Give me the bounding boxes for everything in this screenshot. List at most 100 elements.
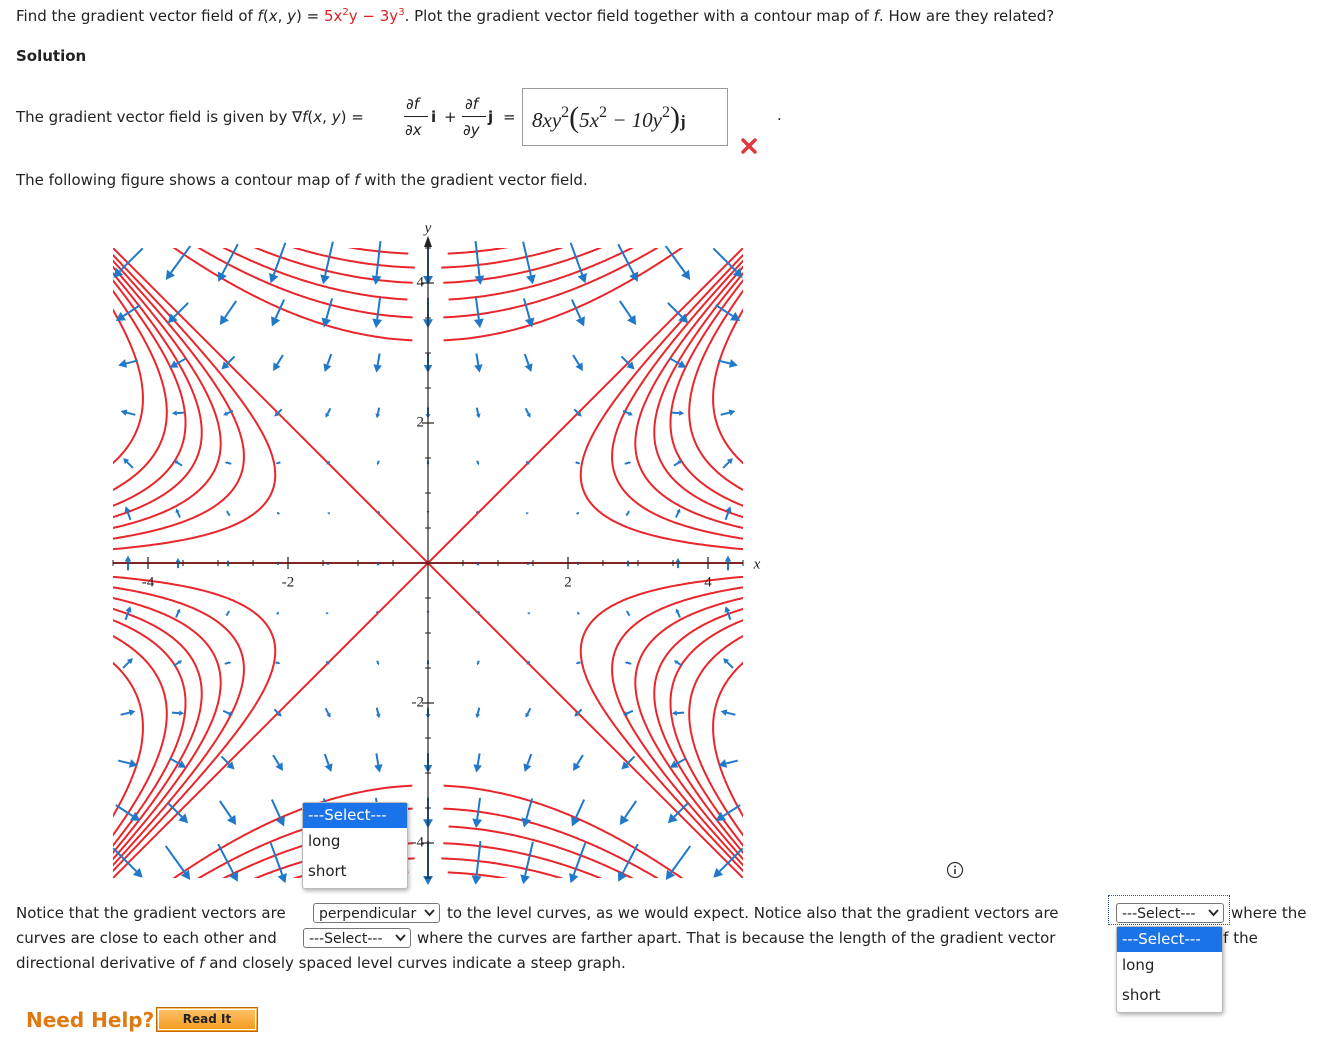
dropdown-option[interactable]: short — [308, 862, 347, 880]
focus-outline — [1108, 895, 1230, 925]
contour-line — [688, 289, 743, 492]
arrow-head — [325, 412, 330, 418]
arrow-shaft — [574, 799, 586, 819]
contour-line — [113, 278, 187, 507]
select-value: perpendicular — [319, 906, 417, 922]
arrow-head — [227, 610, 230, 614]
gradient-arrow — [713, 847, 744, 878]
arrow-head — [372, 318, 383, 329]
arrow-shaft — [475, 353, 480, 366]
arrow-head — [377, 510, 381, 514]
gradient-arrow — [376, 460, 380, 466]
arrow-shaft — [617, 243, 635, 275]
arrow-head — [575, 362, 583, 371]
answer-box[interactable]: 8xy2(5x2 − 10y2)j — [522, 88, 728, 146]
arrow-head — [275, 816, 285, 827]
arrow-head — [217, 271, 227, 282]
fraction-bar — [462, 116, 486, 117]
arrow-shaft — [524, 407, 530, 415]
arrow-head — [171, 410, 177, 416]
arrow-shaft — [522, 241, 532, 276]
gradient-arrow — [521, 798, 534, 828]
arrow-head — [277, 712, 282, 717]
info-icon[interactable] — [946, 861, 964, 879]
arrow-shaft — [570, 299, 582, 319]
contour-line — [712, 661, 743, 818]
arrow-head — [227, 711, 233, 716]
arrow-shaft — [323, 753, 330, 766]
arrow-head — [320, 274, 330, 285]
arrow-head — [120, 409, 128, 416]
gradient-arrow — [664, 245, 691, 280]
dropdown-option[interactable]: short — [1122, 986, 1161, 1004]
text: 2 — [598, 104, 607, 121]
arrow-head — [223, 411, 229, 416]
arrow-shaft — [326, 407, 332, 415]
arrow-head — [219, 314, 229, 326]
contour-line — [712, 308, 743, 465]
gradient-arrow — [724, 506, 732, 521]
arrow-head — [375, 713, 381, 719]
arrow-head — [627, 411, 633, 416]
arrow-shaft — [476, 753, 481, 766]
gradient-arrow — [325, 407, 332, 418]
arrow-head — [671, 710, 677, 716]
arrow-shaft — [476, 707, 481, 715]
arrow-head — [173, 460, 179, 465]
arrow-shaft — [577, 661, 581, 664]
arrow-shaft — [626, 709, 634, 715]
arrow-head — [475, 713, 481, 719]
select[interactable]: perpendicular — [313, 903, 440, 923]
arrow-shaft — [526, 707, 532, 715]
dropdown-option[interactable]: long — [1122, 956, 1155, 974]
arrow-head — [577, 412, 582, 417]
gradient-arrow — [525, 707, 532, 718]
dropdown-option[interactable]: ---Select--- — [1117, 927, 1222, 952]
arrow-shaft — [226, 511, 231, 517]
arrow-shaft — [712, 247, 738, 273]
gradient-arrow — [320, 241, 334, 285]
gradient-arrow — [374, 753, 383, 773]
arrow-shaft — [221, 243, 239, 275]
gradient-arrow — [473, 297, 484, 329]
text: where the — [1231, 904, 1307, 922]
contour-line — [113, 619, 187, 848]
gradient-arrow — [477, 610, 481, 614]
gradient-arrow — [373, 353, 382, 373]
gradient-arrow — [325, 660, 330, 665]
gradient-arrow — [225, 610, 230, 617]
arrow-head — [621, 761, 630, 770]
text: The following figure shows a contour map… — [16, 171, 355, 189]
arrow-shaft — [624, 800, 637, 819]
gradient-arrow — [474, 353, 483, 373]
arrow-shaft — [164, 845, 186, 874]
text: directional derivative of f and closely … — [16, 954, 626, 972]
arrow-shaft — [122, 304, 141, 317]
arrow-shaft — [225, 611, 230, 617]
arrow-shaft — [619, 300, 632, 319]
contour-line — [347, 248, 409, 255]
select[interactable]: ---Select--- — [1116, 903, 1224, 923]
arrow-shaft — [722, 804, 741, 817]
arrow-shaft — [669, 357, 681, 365]
x-tick-label: -4 — [142, 574, 155, 590]
text: 2 — [661, 104, 670, 121]
arrow-head — [575, 316, 585, 327]
axes: -4 -2 2 4 -4 -2 2 4 y x — [112, 220, 761, 879]
contour-line — [443, 784, 684, 878]
text: ( — [262, 7, 269, 25]
arrow-shaft — [724, 511, 730, 521]
arrow-head — [178, 813, 189, 824]
gradient-arrow — [471, 841, 482, 885]
arrow-shaft — [376, 297, 382, 320]
contour-line — [441, 248, 564, 269]
dropdown-option[interactable]: ---Select--- — [303, 803, 407, 828]
select[interactable]: ---Select--- — [303, 928, 411, 948]
dropdown-option[interactable]: long — [308, 832, 341, 850]
arrow-shaft — [718, 847, 744, 873]
arrow-shaft — [621, 843, 639, 875]
contour-line — [113, 265, 222, 530]
read-it-button[interactable]: Read It — [156, 1007, 258, 1032]
gradient-arrow — [472, 797, 483, 829]
gradient-arrow — [522, 298, 535, 328]
